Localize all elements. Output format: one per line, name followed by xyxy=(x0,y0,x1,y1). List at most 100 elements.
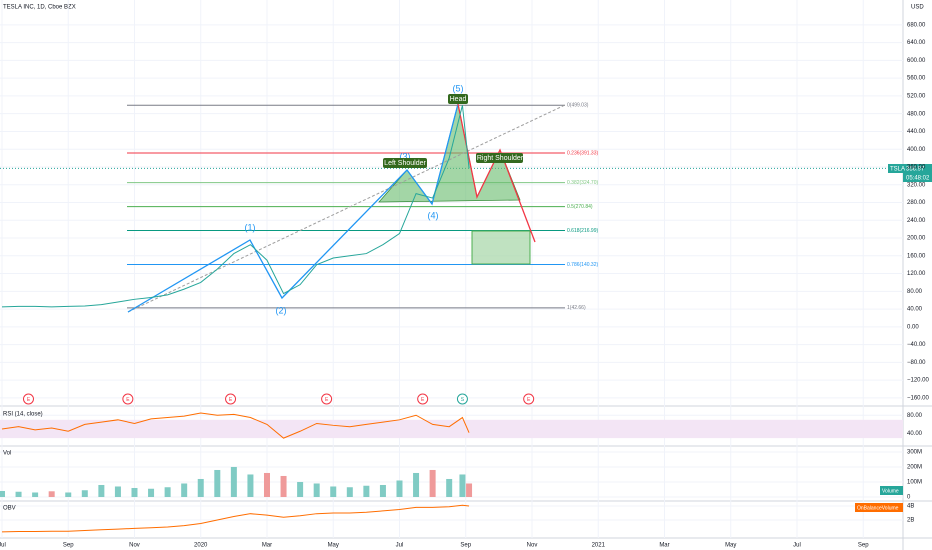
volume-bar xyxy=(181,483,188,497)
y-tick-label: −80.00 xyxy=(907,360,926,366)
y-tick-label: 300M xyxy=(907,450,922,456)
y-tick-label: −40.00 xyxy=(907,342,926,348)
wave-label: (4) xyxy=(428,210,439,220)
event-label: E xyxy=(126,397,130,403)
volume-bar xyxy=(214,469,221,497)
y-tick-label: 400.00 xyxy=(907,147,926,153)
y-tick-label: 40.00 xyxy=(907,307,923,313)
y-tick-label: 40.00 xyxy=(907,431,923,437)
wave-label: (2) xyxy=(276,305,287,315)
volume-bar xyxy=(396,480,403,497)
x-tick-label: Nov xyxy=(129,543,140,549)
volume-bar xyxy=(413,472,420,497)
chart-title: TESLA INC, 1D, Cboe BZX xyxy=(3,5,76,11)
legend: OnBalanceVolume xyxy=(857,505,899,511)
fib-label: 0.618(216.99) xyxy=(567,228,598,234)
y-tick-label: 200.00 xyxy=(907,236,926,242)
volume-bar xyxy=(114,486,121,497)
event-marker xyxy=(22,393,34,405)
label-box xyxy=(383,158,427,168)
volume-bar xyxy=(363,485,370,497)
volume-bar xyxy=(446,478,453,497)
wave-label: (5) xyxy=(453,83,464,93)
pane-title: Vol xyxy=(3,451,11,457)
pane-title: OBV xyxy=(3,506,16,512)
volume-bar xyxy=(313,483,320,497)
y-tick-label: 80.00 xyxy=(907,413,923,419)
wave-label: (3) xyxy=(400,151,411,161)
y-tick-label: 320.00 xyxy=(907,182,926,188)
y-tick-label: 120.00 xyxy=(907,271,926,277)
volume-bar xyxy=(148,488,155,497)
legend: Volume xyxy=(882,488,899,494)
target-box xyxy=(471,230,531,265)
x-tick-label: Jul xyxy=(793,543,801,549)
rsi-band xyxy=(0,419,903,439)
event-label: E xyxy=(421,397,425,403)
y-tick-label: −160.00 xyxy=(907,395,930,401)
volume-bar xyxy=(0,490,5,497)
volume-bar xyxy=(466,483,473,497)
event-marker xyxy=(225,393,237,405)
annotation: Head xyxy=(450,96,467,103)
volume-bar xyxy=(15,491,22,497)
event-label: E xyxy=(527,397,531,403)
fib-label: 0.5(270.84) xyxy=(567,204,593,210)
volume-bar xyxy=(297,481,304,497)
event-label: E xyxy=(325,397,329,403)
x-tick-label: Sep xyxy=(858,543,869,549)
y-tick-label: 640.00 xyxy=(907,40,926,46)
volume-bar xyxy=(429,469,436,497)
legend-box xyxy=(855,503,903,512)
price: 356.97 xyxy=(906,167,925,173)
volume-bar xyxy=(48,491,55,497)
legend-box xyxy=(880,486,903,495)
obv-line xyxy=(1,504,470,533)
elliott-wave xyxy=(127,103,459,313)
event-label: E xyxy=(229,397,233,403)
volume-bar xyxy=(230,466,237,497)
volume-bar xyxy=(65,492,72,497)
y-tick-label: 360.00 xyxy=(907,165,926,171)
x-tick-label: Sep xyxy=(63,543,74,549)
y-tick-label: 440.00 xyxy=(907,129,926,135)
y-tick-label: 2B xyxy=(907,518,914,524)
y-tick-label: 80.00 xyxy=(907,289,923,295)
annotation: Left Shoulder xyxy=(384,160,426,167)
fib-label: 1(42.66) xyxy=(567,305,586,311)
volume-bar xyxy=(98,484,105,497)
currency: USD xyxy=(911,5,924,11)
event-marker xyxy=(321,393,333,405)
price-tag xyxy=(888,164,932,173)
event-label: E xyxy=(27,397,31,403)
volume-bar xyxy=(164,487,171,497)
volume-bar xyxy=(131,487,138,497)
x-tick-label: Mar xyxy=(262,543,272,549)
volume-bar xyxy=(197,478,204,497)
volume-bar xyxy=(81,490,88,497)
symbol: TSLA xyxy=(890,167,905,173)
event-marker xyxy=(122,393,134,405)
y-tick-label: 680.00 xyxy=(907,22,926,28)
y-tick-label: 160.00 xyxy=(907,253,926,259)
label-box xyxy=(448,94,468,104)
x-tick-label: Jul xyxy=(0,543,6,549)
x-tick-label: May xyxy=(328,543,339,549)
x-tick-label: 2021 xyxy=(592,543,606,549)
y-tick-label: 4B xyxy=(907,504,914,510)
y-tick-label: 100M xyxy=(907,480,922,486)
y-tick-label: 480.00 xyxy=(907,111,926,117)
y-tick-label: −120.00 xyxy=(907,378,930,384)
y-tick-label: 560.00 xyxy=(907,76,926,82)
fib-label: 0(499.03) xyxy=(567,103,589,109)
pane-title: RSI (14, close) xyxy=(3,412,43,418)
price-line xyxy=(1,105,470,308)
fib-label: 0.236(391.33) xyxy=(567,150,598,156)
x-tick-label: 2020 xyxy=(194,543,208,549)
event-marker xyxy=(523,393,535,405)
x-tick-label: Jul xyxy=(396,543,404,549)
volume-bar xyxy=(330,486,337,497)
y-tick-label: 520.00 xyxy=(907,93,926,99)
event-label: S xyxy=(461,397,465,403)
wave-label: (1) xyxy=(245,222,256,232)
